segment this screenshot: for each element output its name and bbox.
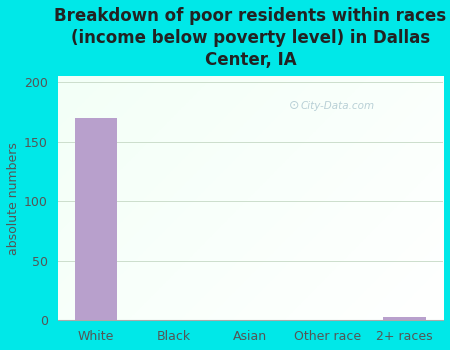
Bar	[383, 317, 426, 320]
Y-axis label: absolute numbers: absolute numbers	[7, 142, 20, 255]
Bar	[75, 118, 117, 320]
Text: ⊙: ⊙	[289, 99, 299, 112]
Title: Breakdown of poor residents within races
(income below poverty level) in Dallas
: Breakdown of poor residents within races…	[54, 7, 446, 69]
Text: City-Data.com: City-Data.com	[301, 101, 374, 111]
